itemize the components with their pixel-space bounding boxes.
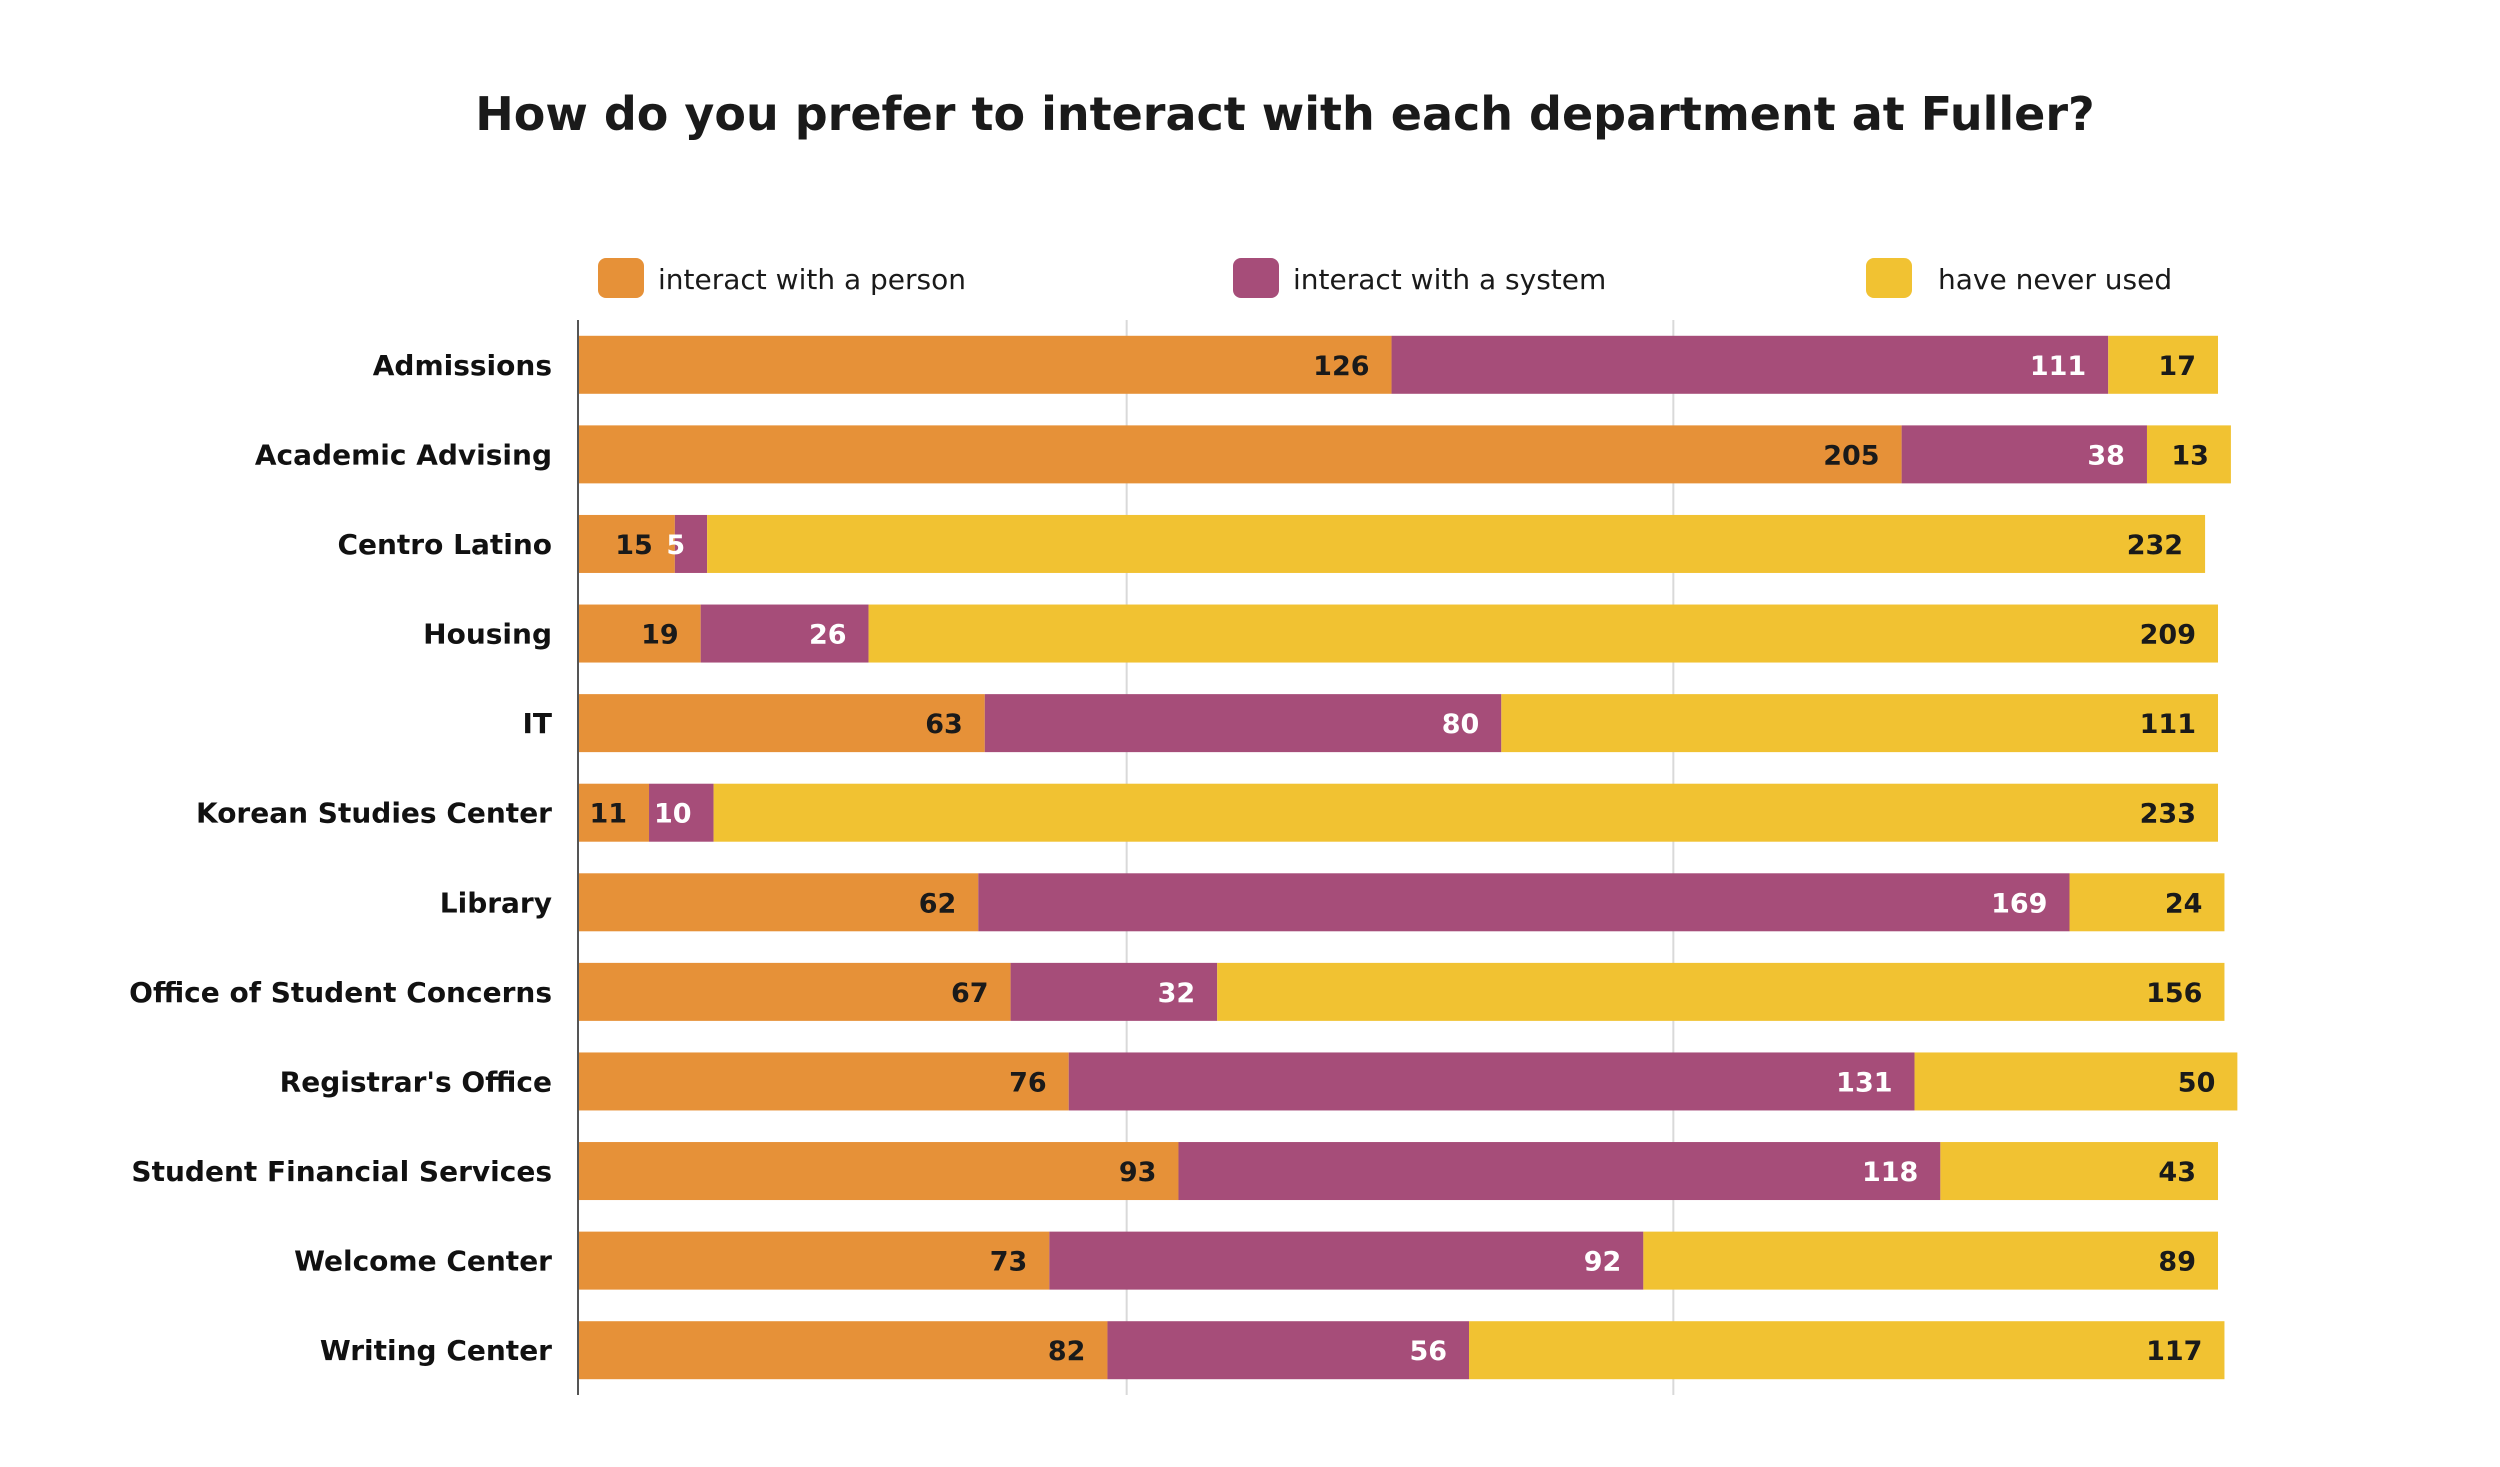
value-label: 63 <box>925 709 963 740</box>
value-label: 15 <box>615 530 653 561</box>
legend-label-1: interact with a person <box>658 263 966 296</box>
bar-segment <box>1901 425 2147 484</box>
legend-swatch-1 <box>598 258 644 298</box>
value-label: 232 <box>2127 530 2183 561</box>
value-label: 56 <box>1409 1336 1447 1367</box>
bar-segment <box>707 514 2206 573</box>
value-label: 126 <box>1313 351 1369 382</box>
bar-segment <box>578 962 1011 1021</box>
value-label: 233 <box>2140 799 2196 830</box>
category-label: Student Financial Services <box>131 1155 552 1188</box>
legend-swatch-3 <box>1866 258 1912 298</box>
bar-segment <box>1178 1142 1941 1201</box>
value-label: 50 <box>2178 1067 2216 1098</box>
chart-title: How do you prefer to interact with each … <box>475 87 2095 141</box>
bar-segment <box>578 514 675 573</box>
bar-segment <box>868 604 2218 663</box>
bar-segment <box>578 604 701 663</box>
category-label: Library <box>440 886 552 919</box>
value-label: 82 <box>1048 1336 1086 1367</box>
category-label: Welcome Center <box>294 1245 552 1278</box>
value-label: 111 <box>2140 709 2196 740</box>
bar-segment <box>674 514 708 573</box>
bar-segment <box>578 694 985 753</box>
value-label: 38 <box>2087 440 2125 471</box>
bars <box>578 335 2238 1380</box>
category-label: IT <box>522 707 552 740</box>
bar-segment <box>1107 1321 1470 1380</box>
value-label: 205 <box>1823 440 1879 471</box>
gridlines <box>1125 320 1675 1395</box>
value-label: 117 <box>2146 1336 2202 1367</box>
bar-segment <box>1391 335 2109 394</box>
legend: interact with a person interact with a sy… <box>598 258 2172 298</box>
bar-segment <box>649 783 714 842</box>
value-label: 169 <box>1991 888 2047 919</box>
category-label: Registrar's Office <box>280 1065 552 1098</box>
bar-segment <box>2108 335 2218 394</box>
value-label: 76 <box>1009 1067 1047 1098</box>
value-label: 67 <box>951 978 989 1009</box>
bar-segment <box>1469 1321 2225 1380</box>
value-label: 80 <box>1442 709 1480 740</box>
bar-segment <box>1010 962 1218 1021</box>
bar-segment <box>578 1052 1069 1111</box>
bar-segment <box>2146 425 2231 484</box>
legend-label-3: have never used <box>1938 263 2172 296</box>
value-label: 32 <box>1158 978 1196 1009</box>
category-label: Korean Studies Center <box>196 797 552 830</box>
bar-segment <box>578 1321 1108 1380</box>
legend-swatch-2 <box>1233 258 1279 298</box>
category-label: Centro Latino <box>337 528 552 561</box>
bar-segment <box>578 425 1902 484</box>
value-label: 93 <box>1119 1157 1157 1188</box>
bar-segment <box>1501 694 2218 753</box>
value-label: 13 <box>2171 440 2209 471</box>
bar-segment <box>1643 1231 2218 1290</box>
value-label: 62 <box>919 888 957 919</box>
bar-segment <box>1914 1052 2238 1111</box>
bar-segment <box>578 1142 1179 1201</box>
value-label: 156 <box>2146 978 2202 1009</box>
value-label: 111 <box>2030 351 2086 382</box>
value-label: 17 <box>2158 351 2196 382</box>
bar-segment <box>1940 1142 2218 1201</box>
bar-segment <box>578 335 1392 394</box>
value-label: 26 <box>809 620 847 651</box>
bar-segment <box>578 1231 1050 1290</box>
bar-segment <box>1068 1052 1915 1111</box>
category-labels: Admissions Academic Advising Centro Latino… <box>129 349 552 1367</box>
value-label: 5 <box>666 530 685 561</box>
value-label: 11 <box>589 799 627 830</box>
bar-segment <box>984 694 1502 753</box>
bar-segment <box>2069 873 2225 932</box>
value-label: 131 <box>1836 1067 1892 1098</box>
bar-segment <box>700 604 869 663</box>
legend-label-2: interact with a system <box>1293 263 1606 296</box>
category-label: Office of Student Concerns <box>129 976 552 1009</box>
bar-segment <box>978 873 2070 932</box>
bar-segment <box>713 783 2218 842</box>
value-label: 24 <box>2165 888 2203 919</box>
category-label: Writing Center <box>320 1334 552 1367</box>
value-label: 43 <box>2158 1157 2196 1188</box>
bar-segment <box>1217 962 2225 1021</box>
category-label: Admissions <box>373 349 552 382</box>
category-label: Academic Advising <box>255 438 552 471</box>
value-label: 118 <box>1862 1157 1918 1188</box>
category-label: Housing <box>423 618 552 651</box>
value-label: 73 <box>990 1247 1028 1278</box>
bar-segment <box>578 873 979 932</box>
value-label: 89 <box>2158 1247 2196 1278</box>
value-label: 19 <box>641 620 679 651</box>
bar-segment <box>578 783 650 842</box>
value-label: 92 <box>1584 1247 1622 1278</box>
value-label: 10 <box>654 799 692 830</box>
value-label: 209 <box>2140 620 2196 651</box>
bar-segment <box>1049 1231 1644 1290</box>
